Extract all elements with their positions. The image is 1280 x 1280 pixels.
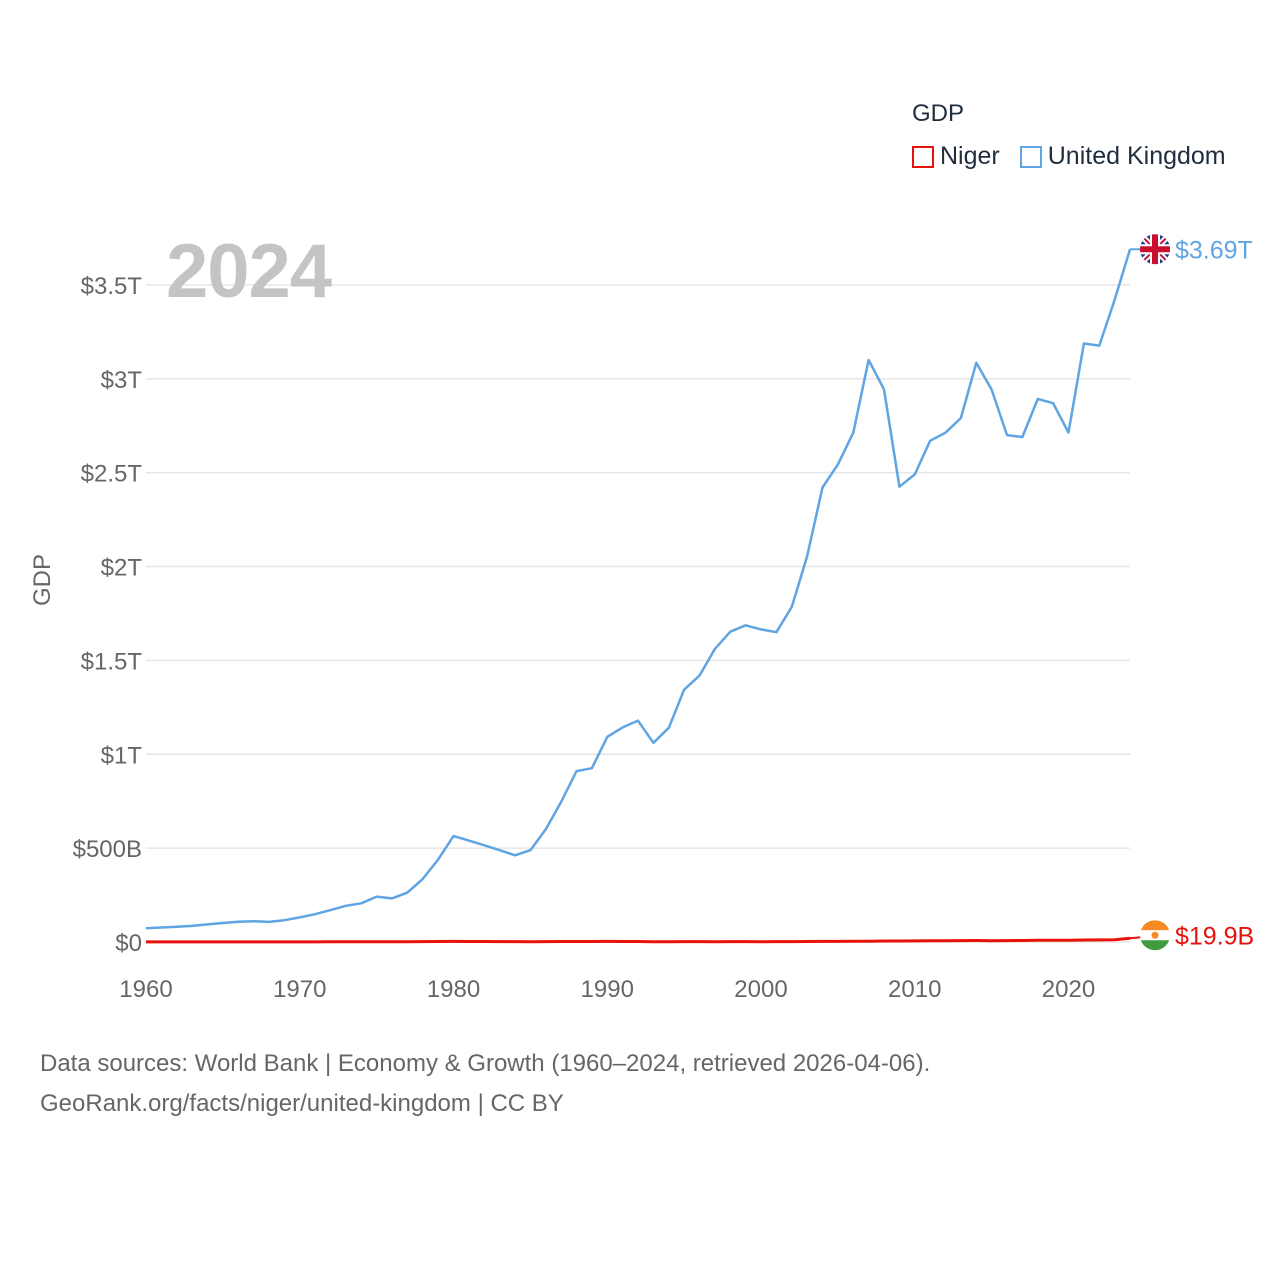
year-label: 2024: [166, 229, 332, 314]
legend: Niger United Kingdom: [912, 142, 1246, 171]
x-tick-label: 2020: [1042, 976, 1095, 1003]
source-note: Data sources: World Bank | Economy & Gro…: [40, 1044, 930, 1124]
y-tick-label: $1T: [101, 742, 143, 769]
x-tick-label: 2010: [888, 976, 941, 1003]
source-line-1: Data sources: World Bank | Economy & Gro…: [40, 1050, 931, 1077]
legend-swatch-niger: [912, 145, 934, 168]
x-tick-label: 1980: [427, 976, 480, 1003]
source-line-2: GeoRank.org/facts/niger/united-kingdom |…: [40, 1090, 564, 1117]
niger-endpoint-connector: [1129, 936, 1142, 940]
legend-swatch-united-kingdom: [1019, 145, 1042, 168]
gridlines: [146, 284, 1130, 943]
legend-title: GDP: [912, 100, 965, 127]
legend-item-niger[interactable]: Niger: [912, 142, 1000, 171]
series-line-united-kingdom[interactable]: [145, 248, 1132, 930]
x-tick-label: 1970: [273, 976, 326, 1003]
y-tick-label: $500B: [73, 836, 142, 863]
legend-label-niger: Niger: [940, 142, 1000, 170]
legend-item-united-kingdom[interactable]: United Kingdom: [1019, 142, 1226, 171]
series-lines: [145, 248, 1132, 944]
x-tick-label: 1990: [581, 976, 634, 1003]
legend-label-united-kingdom: United Kingdom: [1047, 142, 1226, 170]
uk-flag-icon: [1140, 234, 1170, 265]
niger-end-value-label: $19.9B: [1175, 922, 1254, 950]
y-tick-label: $3T: [101, 367, 143, 394]
niger-flag-icon: [1140, 920, 1170, 951]
y-axis-label: GDP: [29, 554, 56, 606]
x-tick-label: 1960: [119, 976, 172, 1003]
uk-end-value-label: $3.69T: [1175, 236, 1253, 264]
y-tick-label: $1.5T: [81, 648, 143, 675]
series-endpoints: $3.69T $19.9B: [1129, 234, 1254, 951]
x-tick-label: 2000: [734, 976, 787, 1003]
y-tick-label: $3.5T: [81, 273, 143, 300]
y-tick-label: $2.5T: [81, 461, 143, 488]
y-tick-label: $2T: [101, 555, 143, 582]
y-tick-label: $0: [115, 930, 142, 957]
y-axis-ticks: $0 $500B $1T $1.5T $2T $2.5T $3T $3.5T: [73, 273, 143, 957]
series-line-niger[interactable]: [146, 936, 1131, 944]
x-axis-ticks: 1960 1970 1980 1990 2000 2010 2020: [119, 976, 1095, 1003]
